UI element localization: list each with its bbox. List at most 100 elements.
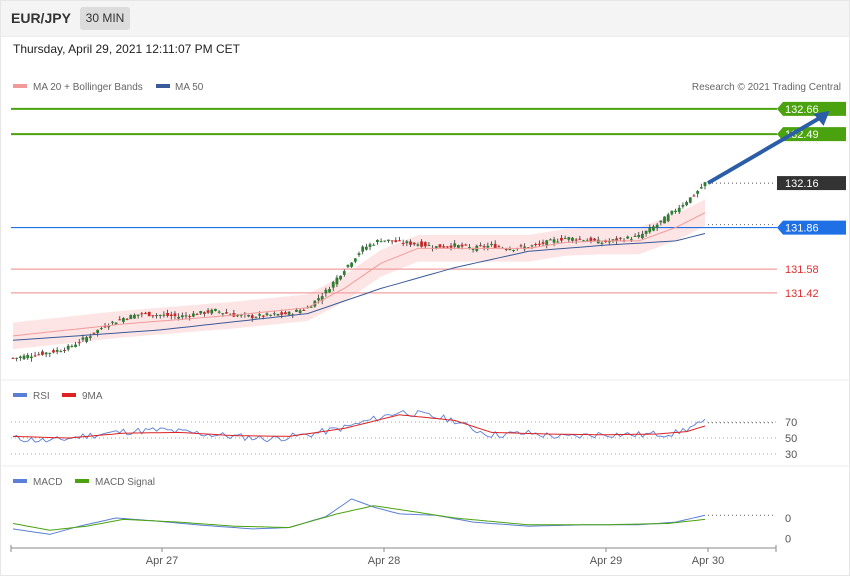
candle-down xyxy=(390,240,394,242)
candle-up xyxy=(666,214,670,222)
candle-up xyxy=(15,357,19,359)
candle-up xyxy=(427,245,431,247)
candle-up xyxy=(99,328,103,330)
candle-down xyxy=(144,312,147,314)
candle-up xyxy=(637,234,641,238)
candle-down xyxy=(41,351,44,355)
candle-up xyxy=(26,354,30,359)
candle-down xyxy=(203,312,206,314)
candle-up xyxy=(210,309,214,314)
candle-up xyxy=(48,352,52,354)
candle-down xyxy=(92,332,96,334)
candle-down xyxy=(250,315,254,319)
candle-down xyxy=(401,243,405,245)
candle-down xyxy=(479,245,482,247)
candle-up xyxy=(674,210,677,213)
support-level-label: 131.58 xyxy=(785,264,819,276)
candle-up xyxy=(177,316,181,319)
candle-down xyxy=(52,350,55,353)
forecast-arrow-shaft xyxy=(706,115,823,185)
macd-line xyxy=(12,498,706,535)
resistance-level-label: 132.66 xyxy=(785,104,819,116)
candle-up xyxy=(214,308,217,311)
instrument-title: EUR/JPY xyxy=(11,10,71,26)
candle-up xyxy=(644,230,648,234)
candle-down xyxy=(147,311,151,317)
candle-up xyxy=(346,264,350,267)
candle-down xyxy=(438,244,442,248)
candle-up xyxy=(372,244,376,246)
candle-up xyxy=(641,233,644,239)
candle-down xyxy=(37,354,41,356)
candle-up xyxy=(563,238,567,240)
candle-up xyxy=(70,345,74,347)
candle-up xyxy=(81,337,85,340)
candle-up xyxy=(383,240,387,242)
candle-up xyxy=(368,244,372,247)
pivot-tag xyxy=(777,220,846,235)
candle-down xyxy=(195,314,199,316)
candle-up xyxy=(663,216,666,224)
candle-up xyxy=(582,240,585,242)
candle-up xyxy=(180,315,184,318)
pivot-level-label: 131.86 xyxy=(785,223,819,235)
macd-legend-swatch xyxy=(13,479,27,483)
candle-down xyxy=(589,237,593,242)
rsi-tick-label: 70 xyxy=(785,417,797,429)
candle-up xyxy=(677,207,681,213)
current-price-label: 132.16 xyxy=(785,178,819,190)
macd-legend: MACD MACD Signal xyxy=(13,477,155,488)
rsi-legend-swatch xyxy=(13,393,27,397)
candle-down xyxy=(593,238,596,241)
candle-down xyxy=(464,244,468,246)
timeframe-button[interactable]: 30 MIN xyxy=(80,7,130,30)
x-tick-label: Apr 27 xyxy=(146,555,178,567)
candle-up xyxy=(199,310,203,314)
candle-up xyxy=(85,337,89,342)
rsi-pane: 70 50 30 xyxy=(11,409,797,461)
candle-down xyxy=(11,357,15,359)
candle-up xyxy=(486,245,490,248)
candle-up xyxy=(254,317,258,319)
candle-up xyxy=(158,314,162,316)
candle-up xyxy=(66,345,70,350)
candle-down xyxy=(449,245,453,248)
candle-up xyxy=(59,351,63,353)
macd-signal-legend-label: MACD Signal xyxy=(95,477,155,488)
candle-up xyxy=(129,315,133,320)
datetime-label: Thursday, April 29, 2021 12:11:07 PM CET xyxy=(13,42,241,56)
candle-up xyxy=(600,242,604,244)
rsi-tick-label: 50 xyxy=(785,433,797,445)
candle-down xyxy=(283,312,287,315)
macd-tick-label: 0 xyxy=(785,533,791,545)
candle-down xyxy=(442,246,446,248)
rsi-ma-legend-label: 9MA xyxy=(82,391,103,402)
candle-up xyxy=(633,235,637,237)
candle-down xyxy=(280,312,284,315)
candle-up xyxy=(685,202,688,206)
candle-down xyxy=(63,349,66,351)
candle-down xyxy=(151,315,155,317)
candle-up xyxy=(88,336,92,338)
rsi-legend: RSI 9MA xyxy=(13,391,103,402)
candle-up xyxy=(133,314,136,319)
candle-up xyxy=(688,197,692,203)
candle-up xyxy=(320,296,324,301)
candle-up xyxy=(508,249,512,251)
candle-up xyxy=(405,241,409,244)
candle-up xyxy=(512,249,515,251)
candle-up xyxy=(607,241,611,243)
candle-up xyxy=(545,240,549,246)
candle-up xyxy=(434,246,438,249)
candle-up xyxy=(74,344,77,348)
candle-up xyxy=(221,313,225,315)
candle-up xyxy=(18,356,22,359)
candle-up xyxy=(350,262,354,267)
candle-up xyxy=(471,248,475,250)
candle-up xyxy=(217,311,221,313)
candle-up xyxy=(611,239,615,241)
candle-up xyxy=(571,237,574,241)
candle-up xyxy=(699,187,703,189)
candle-down xyxy=(103,326,107,328)
